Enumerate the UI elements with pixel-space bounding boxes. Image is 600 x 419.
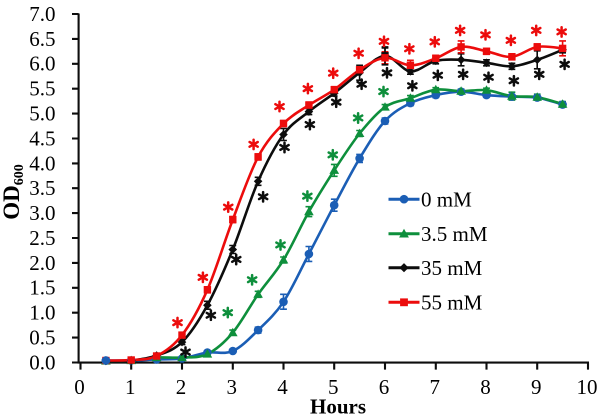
svg-text:3.5 mM: 3.5 mM bbox=[421, 222, 488, 246]
svg-text:Hours: Hours bbox=[310, 395, 366, 419]
svg-text:0 mM: 0 mM bbox=[421, 188, 472, 212]
svg-text:1.5: 1.5 bbox=[29, 276, 55, 300]
svg-text:3: 3 bbox=[227, 375, 238, 399]
svg-text:10: 10 bbox=[577, 375, 598, 399]
svg-text:35 mM: 35 mM bbox=[421, 256, 483, 280]
svg-text:2: 2 bbox=[176, 375, 187, 399]
svg-text:5.5: 5.5 bbox=[29, 77, 55, 101]
svg-text:6: 6 bbox=[379, 375, 390, 399]
svg-text:5: 5 bbox=[328, 375, 339, 399]
svg-text:0: 0 bbox=[74, 375, 85, 399]
svg-text:8: 8 bbox=[480, 375, 491, 399]
svg-text:1.0: 1.0 bbox=[29, 301, 55, 325]
svg-text:6.5: 6.5 bbox=[29, 27, 55, 51]
svg-text:2.0: 2.0 bbox=[29, 251, 55, 275]
svg-text:5.0: 5.0 bbox=[29, 102, 55, 126]
svg-text:0.5: 0.5 bbox=[29, 326, 55, 350]
svg-text:6.0: 6.0 bbox=[29, 52, 55, 76]
svg-text:55 mM: 55 mM bbox=[421, 291, 483, 315]
svg-text:3.5: 3.5 bbox=[29, 176, 55, 200]
svg-text:1: 1 bbox=[125, 375, 136, 399]
svg-text:4: 4 bbox=[277, 375, 288, 399]
svg-text:7.0: 7.0 bbox=[29, 2, 55, 26]
svg-text:2.5: 2.5 bbox=[29, 226, 55, 250]
svg-text:7: 7 bbox=[430, 375, 441, 399]
svg-text:4.5: 4.5 bbox=[29, 126, 55, 150]
svg-text:3.0: 3.0 bbox=[29, 201, 55, 225]
svg-text:4.0: 4.0 bbox=[29, 151, 55, 175]
svg-text:9: 9 bbox=[531, 375, 542, 399]
svg-text:0.0: 0.0 bbox=[29, 350, 55, 374]
